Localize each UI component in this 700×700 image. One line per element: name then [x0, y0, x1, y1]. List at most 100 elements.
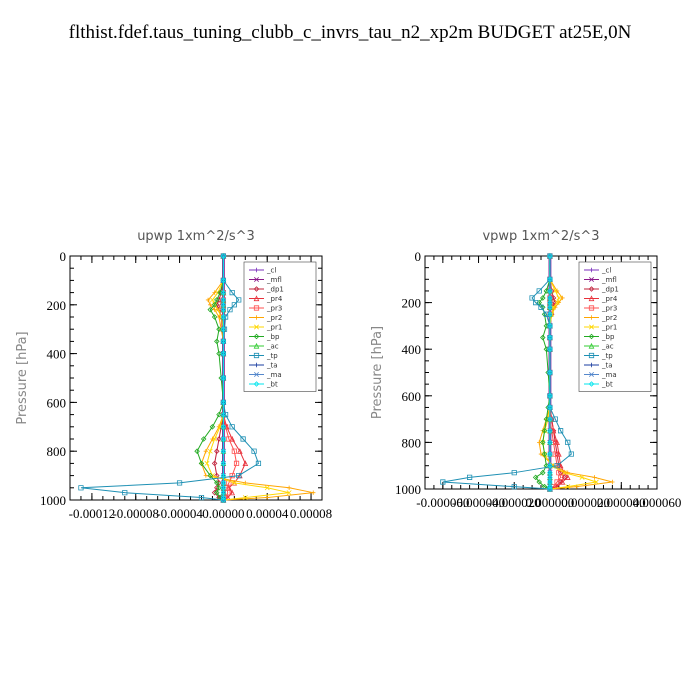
y-tick-label: 1000: [40, 493, 66, 508]
series-point-bt: [220, 350, 227, 357]
series-point-bp: [200, 436, 207, 442]
series-point-tp: [558, 428, 564, 434]
series-point-bt: [547, 451, 553, 457]
legend-entry: _ta: [266, 362, 278, 370]
series-point-bt: [220, 375, 227, 381]
series-point-pr2: [205, 297, 211, 303]
series-point-pr4: [236, 448, 243, 454]
series-point-tp: [552, 416, 558, 422]
chart-title: vpwp 1xm^2/s^3: [482, 229, 599, 244]
series-point-tp: [227, 307, 233, 313]
series-point-bt: [547, 334, 553, 341]
series-point-pr1: [286, 490, 292, 496]
legend-marker: [254, 277, 259, 282]
series-point-bt: [547, 323, 553, 329]
series-point-tp: [536, 288, 542, 294]
series-point-bp: [543, 288, 550, 294]
series-point-pr4: [559, 478, 566, 485]
series-point-pr2: [311, 490, 316, 495]
legend-marker: [253, 295, 260, 302]
chart-panel-1: upwp 1xm^2/s^3 Pressure [hPa] 0 200 400 600 80…: [15, 229, 332, 521]
legend-entry: _cl: [266, 267, 276, 275]
series-point-dp1: [211, 489, 218, 496]
series-point-pr2: [265, 495, 270, 500]
series-point-bt: [220, 436, 227, 442]
series-point-bt: [547, 483, 553, 490]
legend-entry: _pr4: [266, 295, 283, 303]
series-point-pr1: [212, 436, 218, 442]
series-point-pr1: [561, 470, 567, 476]
x-tick-label: -0.00004: [156, 506, 203, 521]
series-point-tp: [236, 297, 242, 303]
legend-entry: _pr1: [266, 324, 282, 332]
series-point-dp1: [211, 460, 218, 467]
series-point-bp: [207, 306, 214, 313]
series-point-bt: [220, 277, 227, 284]
series-point-bp: [532, 474, 539, 481]
legend-marker: [254, 362, 259, 368]
series-point-tp: [568, 451, 574, 457]
legend-marker: [253, 333, 260, 340]
series-point-bp: [540, 439, 546, 446]
series-point-bt: [547, 311, 553, 318]
series-point-pr1: [204, 460, 210, 466]
series-point-tp: [255, 460, 262, 466]
legend-marker: [589, 324, 594, 330]
series-point-pr2: [286, 485, 292, 490]
y-tick-label: 0: [60, 249, 67, 264]
series-point-bp: [214, 489, 220, 496]
x-tick-label: -0.00012: [69, 506, 116, 521]
legend-marker: [589, 372, 594, 377]
legend-entry: _tp: [601, 352, 613, 360]
series-point-bt: [547, 276, 553, 283]
series-point-bp: [541, 451, 548, 457]
legend-entry: _ma: [266, 371, 282, 379]
series-point-pr3: [231, 448, 237, 454]
series-point-bt: [547, 404, 553, 411]
series-point-bt: [220, 289, 227, 296]
series-point-tp: [543, 311, 549, 317]
series-point-tp: [467, 474, 473, 480]
series-point-bp: [216, 411, 222, 418]
series-point-pr1: [552, 288, 558, 294]
series-point-bt: [547, 369, 553, 376]
series-point-pr3: [225, 490, 231, 496]
series-point-pr4: [229, 489, 236, 496]
legend-marker: [254, 315, 259, 320]
series-line-tp: [80, 256, 260, 501]
x-tick-label: -0.000040: [452, 495, 505, 510]
legend-marker: [588, 352, 595, 359]
series-point-pr2: [592, 475, 597, 480]
series-point-tp: [538, 304, 544, 310]
y-tick-label: 600: [47, 395, 67, 410]
legend: _cl_mfl_dp1_pr4_pr3_pr2_pr1_bp_ac_tp_ta_…: [578, 261, 652, 392]
series-point-bp: [209, 424, 216, 430]
x-tick-label: 0.000060: [633, 495, 682, 510]
y-axis-label: Pressure [hPa]: [15, 331, 30, 424]
series-point-tp: [198, 494, 205, 501]
y-tick-label: 800: [47, 444, 67, 459]
legend: _cl_mfl_dp1_pr4_pr3_pr2_pr1_bp_ac_tp_ta_…: [243, 261, 317, 392]
series-point-tp: [511, 470, 517, 476]
legend-entry: _bp: [601, 333, 615, 341]
legend-entry: _dp1: [266, 286, 284, 294]
legend-marker: [588, 295, 595, 302]
series-point-pr3: [558, 474, 564, 480]
series-point-bp: [540, 295, 546, 301]
series-point-tp: [236, 473, 242, 479]
legend-entry: _bp: [266, 333, 280, 341]
legend-marker: [253, 286, 260, 292]
legend-marker: [253, 305, 260, 311]
legend-entry: _pr3: [266, 305, 282, 313]
series-point-bt: [547, 427, 553, 434]
series-point-tp: [533, 300, 539, 306]
series-point-tp: [231, 302, 237, 308]
series-point-pr1: [242, 495, 248, 501]
series-point-bt: [220, 338, 227, 345]
y-tick-label: 1000: [395, 482, 421, 497]
legend-entry: _pr2: [266, 314, 282, 322]
y-tick-label: 400: [47, 347, 67, 362]
chart-title: upwp 1xm^2/s^3: [137, 229, 255, 244]
series-point-bp: [214, 338, 220, 345]
